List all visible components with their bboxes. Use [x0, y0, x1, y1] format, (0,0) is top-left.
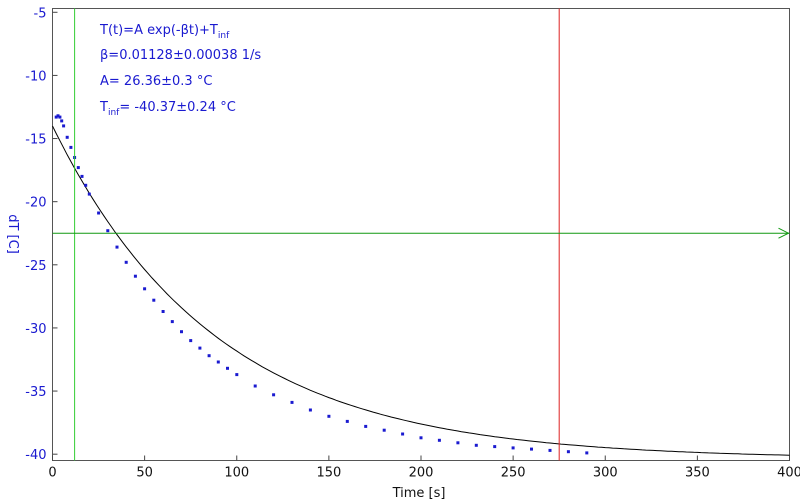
- data-point: [548, 448, 552, 452]
- x-tick-label: 0: [48, 466, 56, 481]
- y-tick-label: -15: [25, 133, 46, 148]
- data-point: [133, 274, 137, 278]
- data-point: [115, 245, 119, 249]
- data-point: [419, 436, 423, 440]
- data-point: [437, 438, 441, 442]
- x-tick-label: 250: [501, 466, 526, 481]
- annotation-amplitude: A= 26.36±0.3 °C: [100, 74, 212, 89]
- data-point: [80, 174, 84, 178]
- data-point: [327, 414, 331, 418]
- data-point: [54, 115, 58, 119]
- annotation-beta: β=0.01128±0.00038 1/s: [100, 48, 261, 63]
- x-tick-label: 400: [777, 466, 800, 481]
- annotation-tinf: Tinf= -40.37±0.24 °C: [99, 100, 236, 118]
- data-point: [189, 339, 193, 343]
- data-point: [69, 145, 73, 149]
- x-axis-title: Time [s]: [392, 486, 446, 501]
- fit-curve: [52, 125, 790, 456]
- data-point: [474, 443, 478, 447]
- y-tick-label: -40: [25, 448, 46, 463]
- data-point: [290, 400, 294, 404]
- data-point: [456, 441, 460, 445]
- y-tick-label: -5: [34, 6, 47, 21]
- data-point: [84, 183, 88, 187]
- x-tick-label: 350: [685, 466, 710, 481]
- data-point: [152, 298, 156, 302]
- data-point: [180, 330, 183, 334]
- horizontal-marker-arrow-icon[interactable]: [778, 227, 790, 239]
- data-point: [62, 124, 66, 128]
- annotation-formula: T(t)=A exp(-βt)+Tinf: [99, 23, 230, 41]
- data-point: [585, 451, 589, 455]
- data-point: [207, 354, 211, 358]
- data-point: [566, 450, 570, 454]
- data-point: [170, 320, 174, 324]
- data-point: [87, 192, 91, 196]
- y-tick-label: -20: [25, 196, 46, 211]
- data-point: [308, 408, 312, 412]
- data-point: [216, 360, 220, 364]
- data-point: [97, 211, 101, 215]
- y-axis: -5 -10 -15 -20 -25 -30 -35 -40: [25, 6, 58, 463]
- data-point: [106, 229, 110, 233]
- fit-annotation: T(t)=A exp(-βt)+Tinf β=0.01128±0.00038 1…: [99, 23, 261, 118]
- data-point: [401, 432, 405, 436]
- data-point: [253, 384, 257, 388]
- data-point: [76, 166, 80, 170]
- y-tick-label: -10: [25, 69, 46, 84]
- data-point: [382, 428, 386, 432]
- data-point: [60, 119, 64, 123]
- data-point: [65, 135, 69, 139]
- x-tick-label: 300: [593, 466, 618, 481]
- data-points: [54, 114, 589, 455]
- data-point: [364, 424, 368, 428]
- data-point: [226, 366, 229, 370]
- data-point: [511, 446, 515, 450]
- x-tick-label: 50: [136, 466, 153, 481]
- data-point: [198, 346, 202, 350]
- y-tick-label: -25: [25, 259, 46, 274]
- data-point: [58, 115, 62, 119]
- y-axis-title: dT [C]: [5, 214, 20, 254]
- data-point: [124, 260, 128, 264]
- x-tick-label: 100: [224, 466, 249, 481]
- x-axis: 0 50 100 150 200 250 300 350 400: [48, 455, 800, 481]
- data-point: [161, 310, 165, 313]
- data-point: [272, 393, 276, 397]
- x-tick-label: 200: [409, 466, 434, 481]
- data-point: [56, 114, 60, 118]
- y-tick-label: -35: [25, 385, 46, 400]
- data-point: [530, 447, 533, 451]
- x-tick-label: 150: [316, 466, 341, 481]
- data-point: [235, 373, 239, 377]
- data-point: [493, 445, 497, 449]
- y-tick-label: -30: [25, 322, 46, 337]
- data-point: [143, 287, 147, 291]
- data-point: [345, 419, 349, 423]
